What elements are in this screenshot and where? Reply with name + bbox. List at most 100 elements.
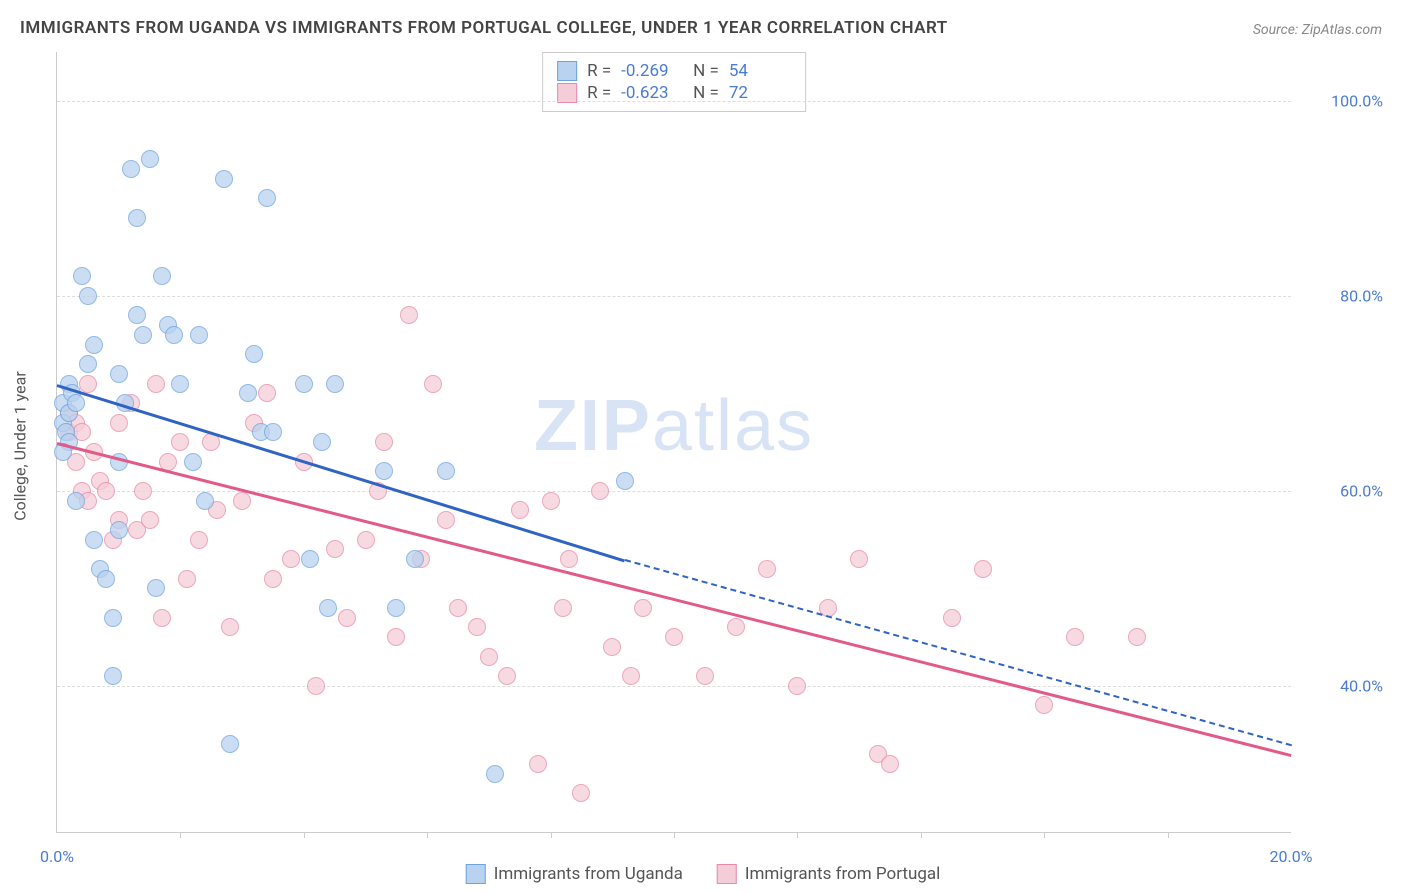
data-point [147, 375, 165, 393]
data-point [258, 189, 276, 207]
watermark: ZIPatlas [534, 385, 814, 467]
data-point [498, 667, 516, 685]
data-point [449, 599, 467, 617]
data-point [1128, 628, 1146, 646]
data-point [572, 784, 590, 802]
data-point [128, 209, 146, 227]
legend-item-portugal: Immigrants from Portugal [717, 864, 940, 884]
data-point [233, 492, 251, 510]
data-point [264, 570, 282, 588]
legend-label: Immigrants from Portugal [745, 864, 940, 884]
data-point [171, 433, 189, 451]
data-point [153, 609, 171, 627]
data-point [110, 414, 128, 432]
data-point [79, 375, 97, 393]
plot-area: ZIPatlas R =-0.269 N =54 R =-0.623 N =72… [56, 52, 1291, 833]
data-point [221, 618, 239, 636]
data-point [134, 326, 152, 344]
data-point [128, 306, 146, 324]
data-point [788, 677, 806, 695]
data-point [881, 755, 899, 773]
data-point [264, 423, 282, 441]
data-point [375, 433, 393, 451]
data-point [400, 306, 418, 324]
data-point [406, 550, 424, 568]
data-point [375, 462, 393, 480]
data-point [215, 170, 233, 188]
data-point [171, 375, 189, 393]
data-point [178, 570, 196, 588]
gridline [57, 296, 1291, 297]
data-point [727, 618, 745, 636]
data-point [338, 609, 356, 627]
x-tick-label: 20.0% [1270, 847, 1313, 866]
data-point [97, 482, 115, 500]
data-point [196, 492, 214, 510]
data-point [153, 267, 171, 285]
data-point [437, 462, 455, 480]
data-point [79, 355, 97, 373]
data-point [326, 540, 344, 558]
legend-item-uganda: Immigrants from Uganda [466, 864, 683, 884]
data-point [313, 433, 331, 451]
swatch-portugal-icon [717, 864, 737, 884]
x-tick-label: 0.0% [40, 847, 74, 866]
data-point [542, 492, 560, 510]
data-point [468, 618, 486, 636]
data-point [326, 375, 344, 393]
data-point [97, 570, 115, 588]
data-point [424, 375, 442, 393]
data-point [943, 609, 961, 627]
data-point [295, 375, 313, 393]
swatch-uganda-icon [557, 61, 577, 81]
data-point [110, 521, 128, 539]
stats-legend-box: R =-0.269 N =54 R =-0.623 N =72 [542, 52, 806, 112]
x-tick-mark [1044, 832, 1045, 838]
data-point [1035, 696, 1053, 714]
data-point [387, 628, 405, 646]
data-point [634, 599, 652, 617]
data-point [622, 667, 640, 685]
data-point [258, 384, 276, 402]
y-tick-label: 40.0% [1303, 676, 1383, 695]
data-point [319, 599, 337, 617]
source-label: Source: ZipAtlas.com [1253, 22, 1382, 38]
data-point [67, 394, 85, 412]
data-point [282, 550, 300, 568]
bottom-legend: Immigrants from Uganda Immigrants from P… [466, 864, 941, 884]
stats-row-uganda: R =-0.269 N =54 [557, 61, 791, 81]
data-point [73, 267, 91, 285]
data-point [85, 531, 103, 549]
data-point [190, 326, 208, 344]
data-point [696, 667, 714, 685]
data-point [591, 482, 609, 500]
data-point [616, 472, 634, 490]
y-tick-label: 60.0% [1303, 481, 1383, 500]
data-point [147, 579, 165, 597]
data-point [104, 609, 122, 627]
gridline [57, 686, 1291, 687]
data-point [239, 384, 257, 402]
x-tick-mark [674, 832, 675, 838]
y-tick-label: 80.0% [1303, 286, 1383, 305]
data-point [665, 628, 683, 646]
data-point [85, 336, 103, 354]
data-point [1066, 628, 1084, 646]
trend-line [57, 442, 1292, 757]
data-point [245, 345, 263, 363]
data-point [221, 735, 239, 753]
data-point [554, 599, 572, 617]
data-point [301, 550, 319, 568]
data-point [560, 550, 578, 568]
x-tick-mark [304, 832, 305, 838]
data-point [141, 511, 159, 529]
data-point [190, 531, 208, 549]
gridline [57, 101, 1291, 102]
data-point [67, 492, 85, 510]
data-point [437, 511, 455, 529]
x-tick-mark [180, 832, 181, 838]
data-point [79, 287, 97, 305]
data-point [486, 765, 504, 783]
data-point [603, 638, 621, 656]
x-tick-mark [797, 832, 798, 838]
